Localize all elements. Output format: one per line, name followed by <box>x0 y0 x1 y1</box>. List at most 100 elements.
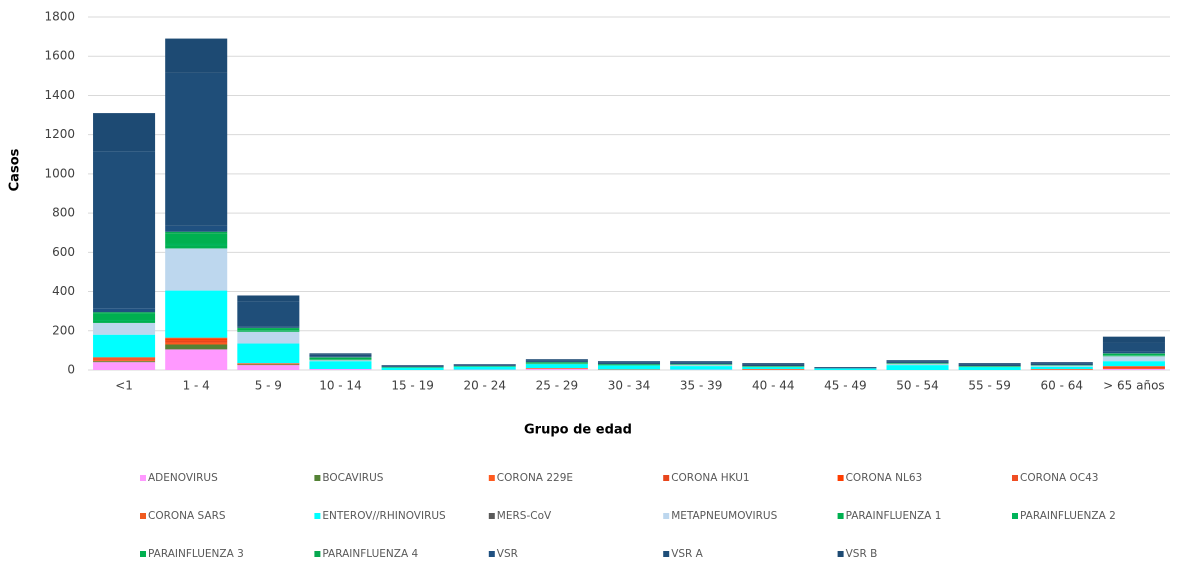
bar-segment <box>453 366 516 370</box>
bar-segment <box>525 360 588 362</box>
y-tick-label: 1000 <box>44 166 75 180</box>
bar-segment <box>814 367 877 369</box>
bar-segment <box>1102 356 1165 362</box>
legend-label: CORONA HKU1 <box>671 472 749 484</box>
bar-segment <box>1030 362 1093 364</box>
bar-segment <box>525 364 588 369</box>
y-tick-label: 200 <box>52 323 75 337</box>
bar-segment <box>453 366 516 367</box>
y-tick-label: 600 <box>52 245 75 259</box>
x-tick-label: 55 - 59 <box>968 379 1011 393</box>
bar-segment <box>886 365 949 370</box>
bar-segment <box>237 331 300 344</box>
bar-segment <box>1102 366 1165 367</box>
bar-segment <box>237 301 300 327</box>
x-tick-label: 1 - 4 <box>183 379 210 393</box>
bar-segment <box>597 362 661 364</box>
bar-segment <box>1102 368 1165 370</box>
bar-segment <box>886 362 949 364</box>
bar-segment <box>525 361 588 363</box>
bar-segment <box>93 360 156 362</box>
legend-swatch <box>140 551 146 557</box>
bar-segment <box>93 319 156 321</box>
bar-segment <box>453 364 516 366</box>
y-tick-label: 1600 <box>44 49 75 63</box>
bar-segment <box>1102 342 1165 352</box>
bar-segment <box>93 357 156 359</box>
bar-segment <box>958 365 1021 367</box>
bar-segment <box>165 290 228 338</box>
bar-segment <box>597 363 661 365</box>
legend-label: CORONA NL63 <box>846 472 923 484</box>
bar-segment <box>597 364 661 366</box>
bar-segment <box>1102 369 1165 370</box>
legend-swatch <box>314 513 321 519</box>
legend-label: ENTEROV//RHINOVIRUS <box>322 510 446 522</box>
bar-segment <box>93 322 156 335</box>
bar-segment <box>309 353 372 355</box>
bar-segment <box>1102 351 1165 354</box>
bar-segment <box>165 337 228 339</box>
legend-label: VSR B <box>846 548 878 560</box>
bar-segment <box>165 340 228 343</box>
legend-swatch <box>663 513 670 519</box>
legend-swatch <box>140 475 146 481</box>
x-tick-label: 60 - 64 <box>1041 379 1084 393</box>
y-tick-label: 1800 <box>44 10 75 24</box>
x-tick-label: 30 - 34 <box>608 379 651 393</box>
bar-segment <box>597 365 661 370</box>
y-tick-label: 800 <box>52 206 75 220</box>
bar-segment <box>958 364 1021 366</box>
bar-segment <box>93 361 156 363</box>
x-tick-label: 5 - 9 <box>255 379 282 393</box>
bar-segment <box>309 369 372 370</box>
bar-segment <box>1102 355 1165 357</box>
legend-label: PARAINFLUENZA 4 <box>322 548 418 560</box>
bar-segment <box>93 312 156 314</box>
bar-segment <box>886 364 949 366</box>
bar-segment <box>670 366 733 370</box>
bar-segment <box>237 365 300 370</box>
legend-label: MERS-CoV <box>497 510 552 522</box>
bar-segment <box>1030 365 1093 367</box>
x-tick-label: 50 - 54 <box>896 379 939 393</box>
legend-swatch <box>488 551 495 557</box>
legend-label: CORONA 229E <box>497 472 573 484</box>
legend-label: PARAINFLUENZA 1 <box>846 510 942 522</box>
legend-label: CORONA SARS <box>148 510 226 522</box>
bar-segment <box>670 362 733 364</box>
bar-segment <box>1102 353 1165 356</box>
bar-segment <box>237 330 300 332</box>
bar-segment <box>958 367 1021 370</box>
bar-segment <box>525 359 588 361</box>
x-tick-label: 35 - 39 <box>680 379 723 393</box>
x-tick-label: <1 <box>115 379 133 393</box>
bar-segment <box>309 356 372 358</box>
bar-segment <box>165 243 228 246</box>
legend-swatch <box>140 513 146 519</box>
y-axis-title: Casos <box>8 148 23 191</box>
bar-segment <box>1030 364 1093 366</box>
bar-segment <box>165 72 228 226</box>
bar-segment <box>381 367 444 370</box>
y-tick-label: 0 <box>67 363 75 377</box>
bar-segment <box>742 365 805 367</box>
bar-segment <box>1030 363 1093 365</box>
bar-segment <box>93 151 156 309</box>
bar-segment <box>93 362 156 370</box>
bar-segment <box>1102 336 1165 343</box>
legend-swatch <box>837 475 844 481</box>
x-tick-label: 25 - 29 <box>536 379 579 393</box>
bar-segment <box>309 354 372 357</box>
bar-segment <box>670 365 733 367</box>
bar-segment <box>93 359 156 361</box>
bar-segment <box>309 361 372 370</box>
bar-segment <box>742 363 805 365</box>
bar-segment <box>93 308 156 313</box>
bar-segment <box>1102 361 1165 367</box>
bar-segment <box>670 361 733 363</box>
x-tick-label: > 65 años <box>1103 379 1165 393</box>
bar-segment <box>670 363 733 365</box>
legend-swatch <box>837 513 844 519</box>
